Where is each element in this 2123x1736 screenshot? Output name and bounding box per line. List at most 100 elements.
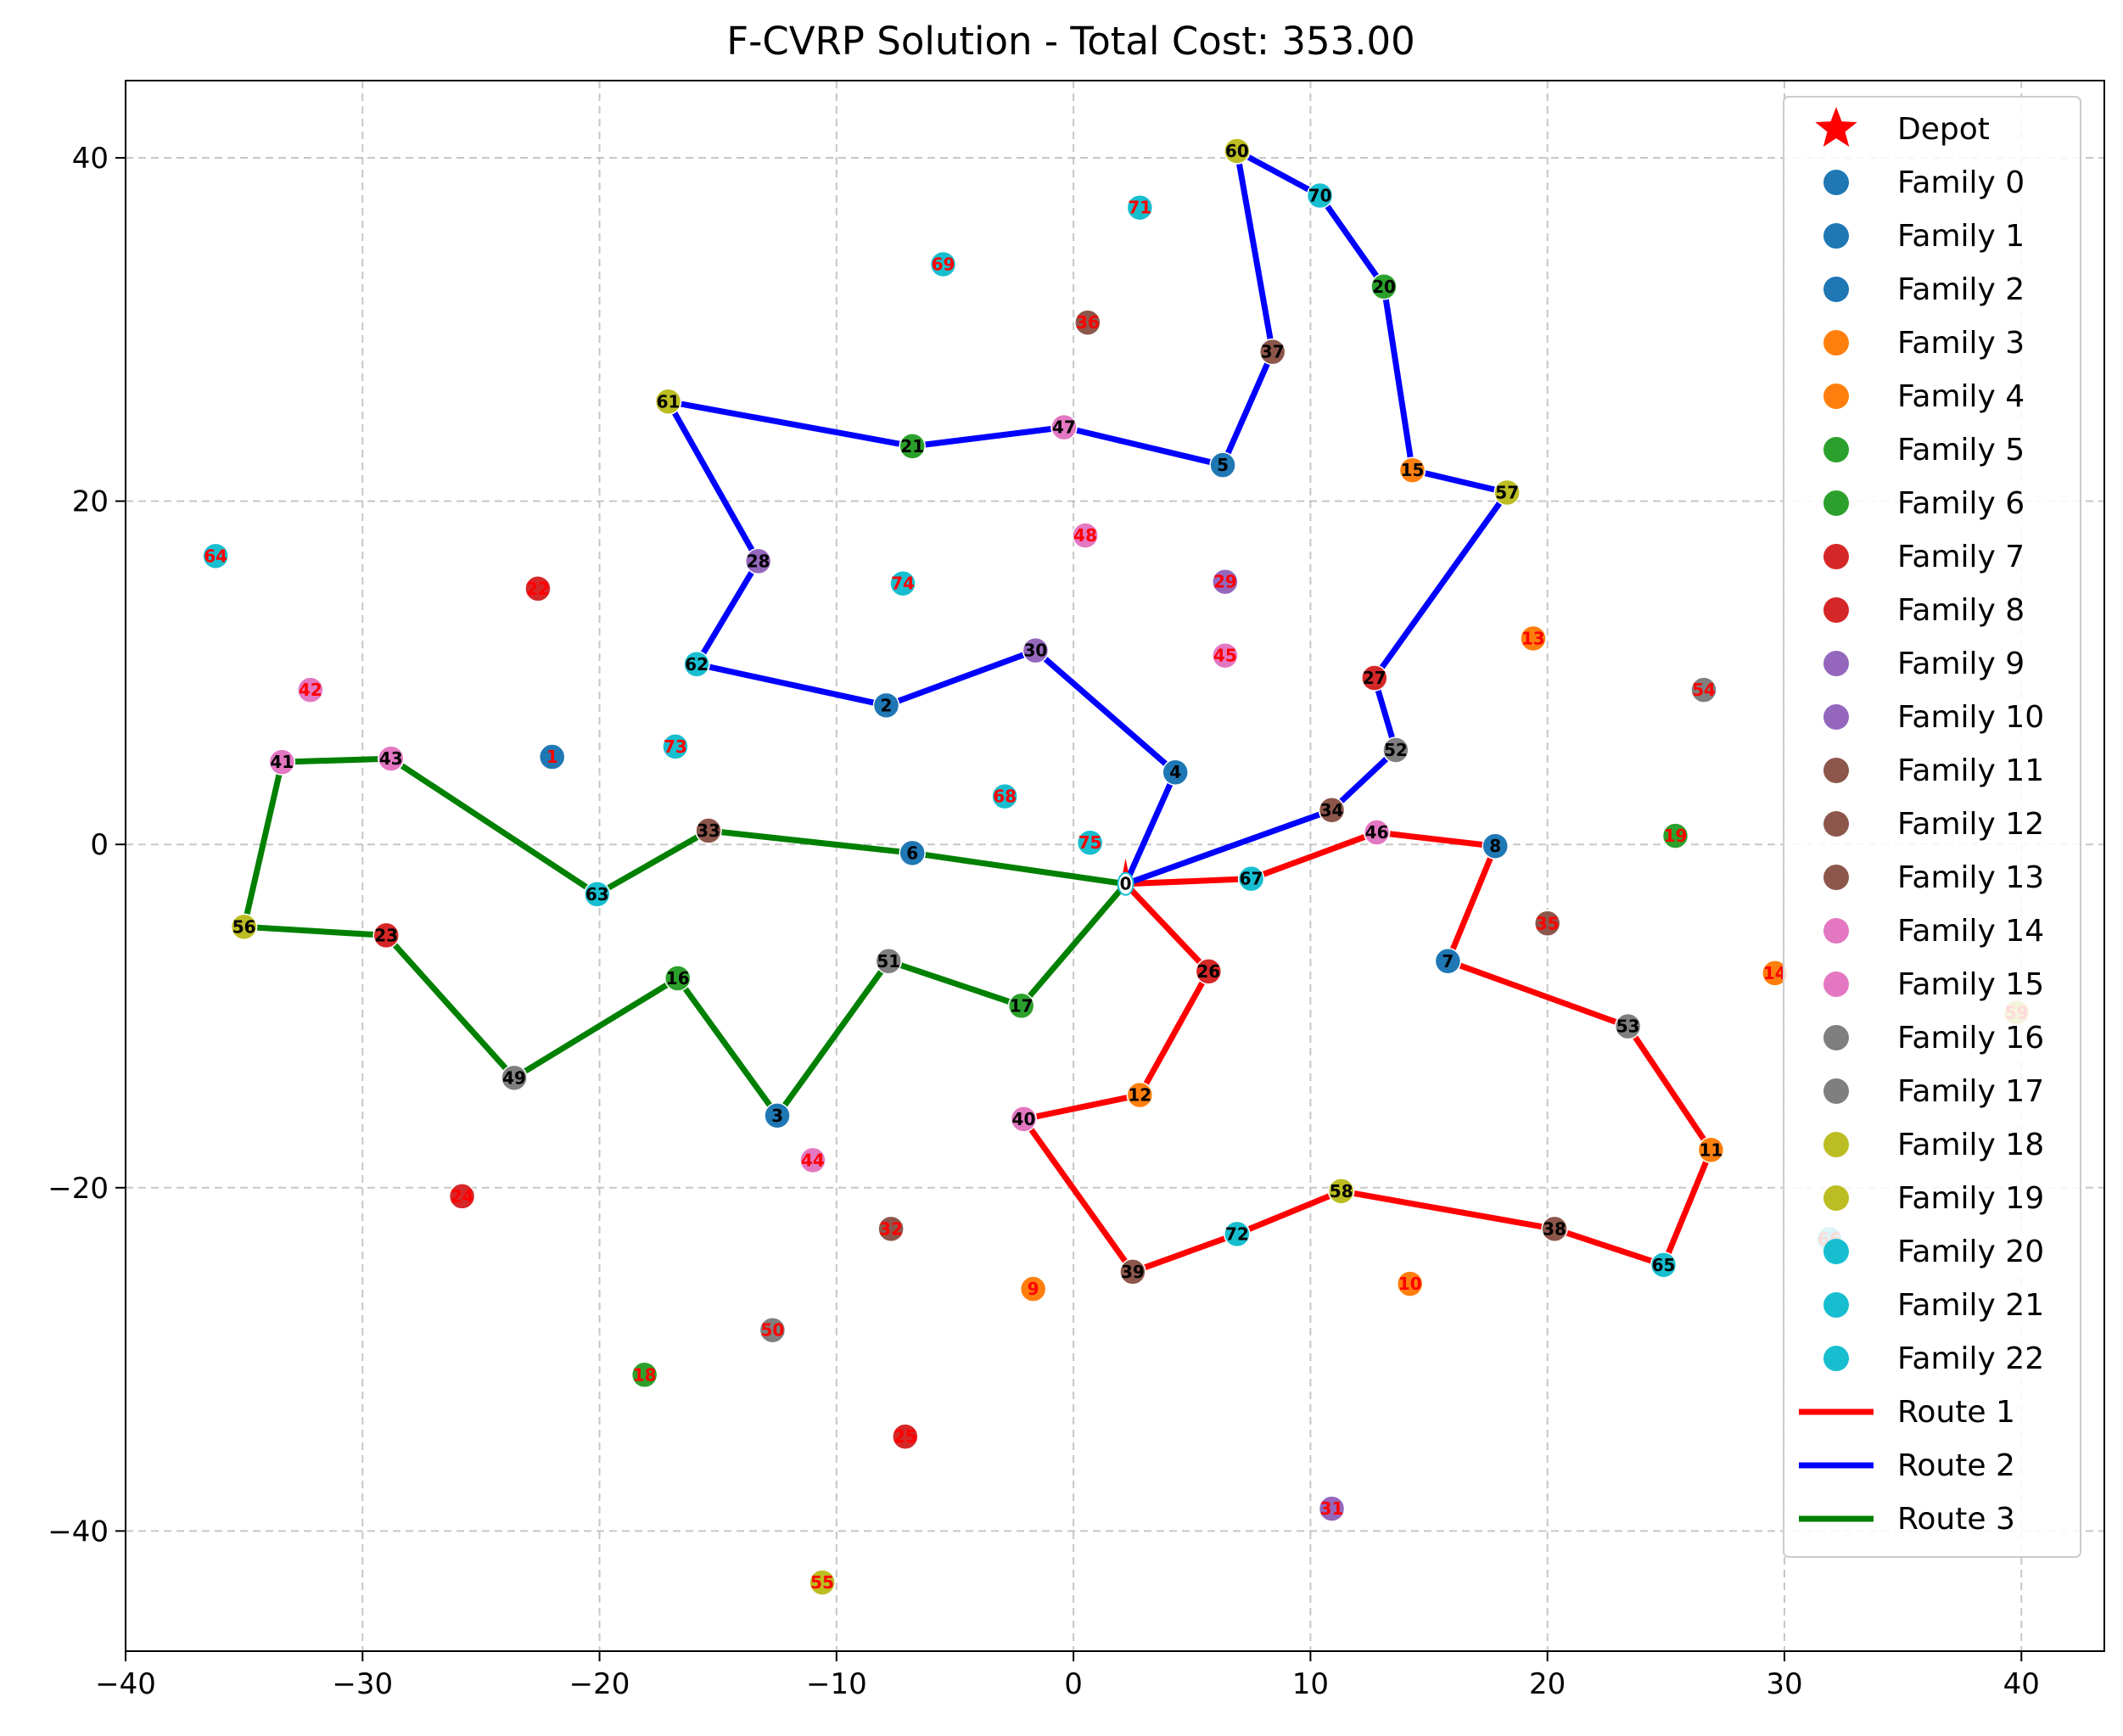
customer-node [1650, 1252, 1678, 1279]
customer-node [1195, 958, 1223, 985]
customer-node [889, 569, 916, 597]
plot-frame [125, 80, 2105, 1652]
customer-node [1697, 1136, 1725, 1164]
customer-node [929, 250, 957, 278]
customer-node [1434, 948, 1462, 975]
customer-node [1363, 819, 1391, 846]
node-label: 45 [1213, 646, 1237, 666]
legend-family-swatch [1823, 544, 1849, 569]
node-label: 1 [546, 747, 558, 767]
y-tick-label: −20 [48, 1172, 109, 1206]
node-label: 47 [1052, 417, 1076, 438]
customer-node [1162, 759, 1189, 786]
legend-label: Family 16 [1897, 1021, 2044, 1056]
node-label: 12 [1128, 1085, 1151, 1106]
node-label: 61 [657, 391, 681, 412]
legend-family-swatch [1823, 758, 1849, 783]
node-label: 44 [801, 1150, 825, 1170]
legend-family-swatch [1823, 223, 1849, 249]
node-label: 50 [761, 1320, 785, 1341]
customer-node [268, 748, 296, 776]
node-label: 60 [1225, 141, 1249, 161]
x-tick-label: −40 [95, 1667, 156, 1701]
legend-family-swatch [1823, 1078, 1849, 1104]
node-label: 70 [1308, 186, 1332, 206]
x-tick-label: 30 [1766, 1667, 1802, 1701]
x-tick-label: −30 [332, 1667, 393, 1701]
legend-label: Family 13 [1897, 860, 2044, 895]
node-label: 17 [1010, 995, 1033, 1016]
customer-node [1398, 456, 1426, 484]
x-tick-label: −20 [569, 1667, 630, 1701]
customer-node [1119, 1258, 1146, 1285]
x-tick-label: 20 [1529, 1667, 1566, 1701]
customer-node [1327, 1178, 1355, 1205]
node-label: 37 [1261, 342, 1285, 362]
node-label: 65 [1652, 1255, 1676, 1275]
legend-label: Family 21 [1897, 1288, 2044, 1323]
legend-label: Family 2 [1897, 272, 2025, 307]
node-label: 9 [1028, 1279, 1039, 1299]
legend-family-swatch [1823, 918, 1849, 944]
node-label: 55 [810, 1572, 834, 1593]
legend-label: Route 2 [1897, 1448, 2015, 1483]
node-label: 10 [1398, 1274, 1422, 1294]
customer-node [991, 782, 1018, 810]
legend-box [1783, 96, 2081, 1558]
customer-node [1541, 1215, 1568, 1243]
node-label: 24 [451, 1186, 474, 1207]
customer-node [1224, 1220, 1251, 1248]
customer-node [744, 547, 772, 575]
customer-node [1010, 1106, 1038, 1133]
x-tick-label: 10 [1292, 1667, 1329, 1701]
legend-family-swatch [1823, 811, 1849, 837]
node-label: 11 [1699, 1140, 1722, 1160]
legend-family-swatch [1823, 1292, 1849, 1318]
customer-node [1074, 309, 1101, 336]
legend-label: Family 19 [1897, 1181, 2044, 1216]
legend-family-swatch [1823, 704, 1849, 730]
node-label: 43 [379, 748, 403, 769]
node-label: 49 [502, 1067, 526, 1088]
node-label: 29 [1213, 572, 1237, 592]
customer-node [524, 575, 552, 602]
legend-label: Family 6 [1897, 486, 2025, 521]
legend-family-swatch [1823, 972, 1849, 997]
node-label: 75 [1078, 832, 1102, 853]
customer-node [378, 745, 405, 772]
customer-node [1050, 413, 1078, 441]
node-label: 42 [299, 680, 322, 700]
customer-node [1072, 522, 1099, 549]
customer-node [1237, 865, 1265, 893]
customer-node [1614, 1012, 1642, 1040]
legend: Depot Family 0 Family 1 Family 2 Family 3 Fam… [1783, 96, 2081, 1558]
y-tick-label: −40 [48, 1515, 109, 1548]
customer-node [1382, 736, 1409, 764]
node-label: 64 [204, 546, 227, 566]
node-label: 73 [664, 736, 687, 757]
legend-label: Family 9 [1897, 647, 2025, 681]
customer-node [1076, 829, 1104, 856]
customer-node [1482, 832, 1509, 860]
node-label: 58 [1330, 1181, 1353, 1201]
node-label: 28 [747, 551, 770, 571]
customer-node [1007, 992, 1035, 1020]
node-label: 39 [1121, 1262, 1145, 1282]
customer-node [809, 1569, 836, 1596]
customer-node [1306, 182, 1334, 210]
node-label: 31 [1320, 1498, 1344, 1519]
legend-label: Family 7 [1897, 540, 2025, 574]
customer-node [1224, 137, 1251, 165]
customer-node [501, 1064, 528, 1092]
node-label: 38 [1543, 1218, 1566, 1239]
x-tick-label: 0 [1064, 1667, 1083, 1701]
y-tick-label: 0 [90, 828, 109, 862]
customer-node [1209, 451, 1236, 479]
customer-node [1533, 910, 1561, 938]
route-line-2 [665, 148, 1510, 888]
node-label: 74 [891, 574, 915, 594]
legend-label: Route 1 [1897, 1395, 2015, 1430]
node-label: 53 [1616, 1016, 1640, 1037]
